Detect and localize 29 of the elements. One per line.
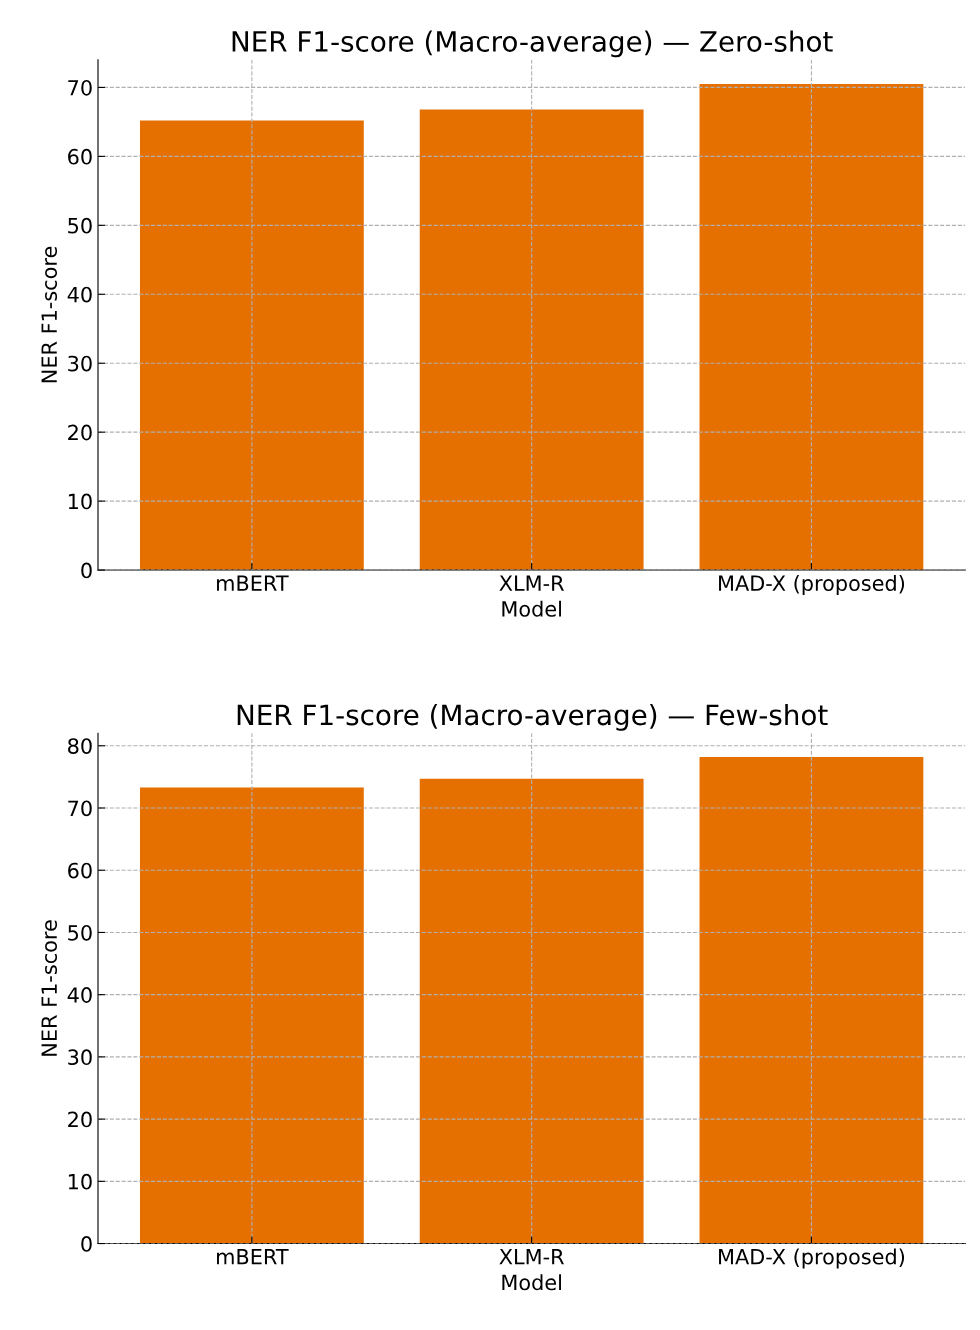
x-tick-label: MAD-X (proposed) (719, 574, 905, 596)
x-tick-label: MAD-X (proposed) (719, 1248, 905, 1269)
y-tick-label: 80 (68, 738, 92, 754)
y-axis-title: NER F1-score (41, 920, 58, 1056)
x-axis-title: Model (502, 1274, 561, 1291)
y-tick-label: 40 (67, 987, 92, 1003)
y-tick-label: 10 (68, 493, 92, 510)
y-tick-label: 60 (68, 862, 92, 879)
y-tick-label: 50 (68, 924, 92, 941)
y-tick-label: 70 (68, 79, 92, 96)
x-tick-label: mBERT (217, 1249, 289, 1265)
y-tick-label: 30 (68, 355, 92, 372)
y-tick-label: 0 (81, 1236, 92, 1252)
chart-title: NER F1-score (Macro-average) — Few-shot (237, 703, 828, 731)
x-tick-label: XLM-R (499, 575, 564, 591)
y-tick-label: 30 (68, 1049, 92, 1066)
y-tick-label: 0 (81, 562, 92, 579)
y-tick-label: 70 (68, 800, 92, 817)
y-tick-label: 40 (67, 286, 92, 303)
x-axis-title: Model (502, 600, 561, 617)
y-axis-title: NER F1-score (41, 246, 58, 383)
chart-title: NER F1-score (Macro-average) — Zero-shot (232, 30, 833, 58)
y-tick-label: 20 (68, 1111, 92, 1128)
y-tick-label: 20 (68, 424, 92, 441)
y-tick-label: 50 (68, 217, 92, 234)
x-tick-label: XLM-R (499, 1249, 564, 1265)
y-tick-label: 10 (68, 1173, 92, 1190)
y-tick-label: 60 (68, 148, 92, 165)
x-tick-label: mBERT (217, 575, 289, 591)
